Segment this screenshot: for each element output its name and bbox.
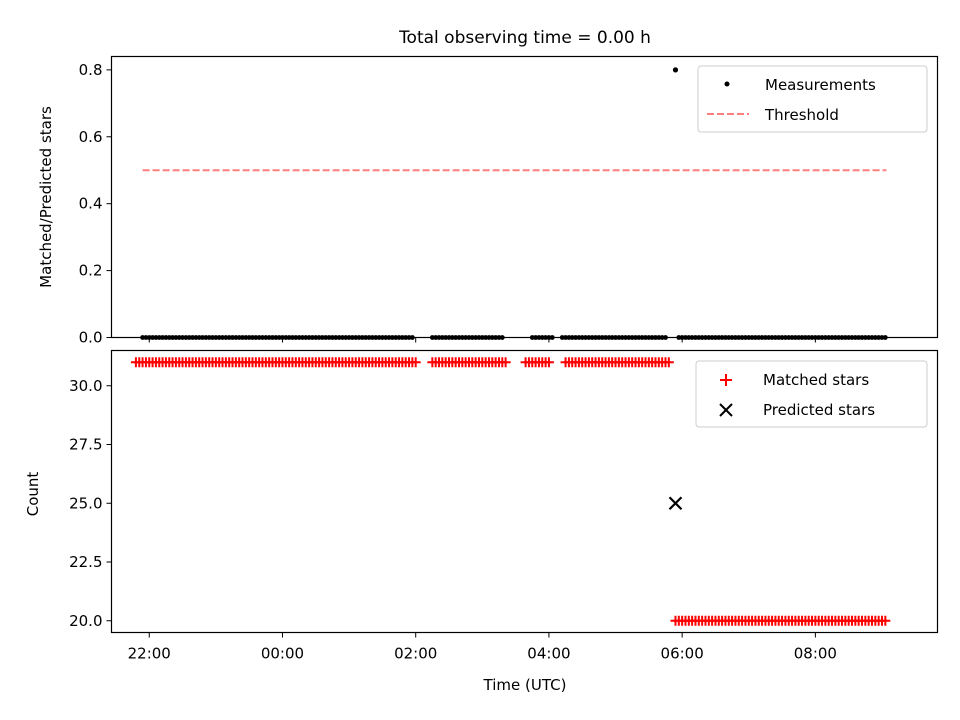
y-tick-label: 20.0 — [69, 612, 102, 630]
y-tick-label: 0.2 — [79, 262, 103, 280]
y-tick-label: 0.8 — [79, 61, 103, 79]
legend-measurements: Measurements — [765, 76, 876, 94]
y-tick-label: 0.0 — [79, 329, 103, 347]
y-tick-label: 30.0 — [69, 377, 102, 395]
predicted-star-marker — [668, 496, 683, 511]
top-axes: 0.00.20.40.60.8 Matched/Predicted stars … — [37, 55, 939, 347]
matched-legend-marker — [720, 374, 732, 386]
legend-predicted-stars: Predicted stars — [763, 401, 875, 419]
x-tick-label: 08:00 — [794, 645, 837, 663]
y-tick-label: 27.5 — [69, 436, 102, 454]
x-tick-label: 00:00 — [261, 645, 304, 663]
x-tick-label: 06:00 — [661, 645, 704, 663]
y-tick-label: 0.6 — [79, 128, 103, 146]
y-tick-label: 22.5 — [69, 553, 102, 571]
bottom-plot-area — [130, 357, 891, 626]
top-axes-frame — [110, 55, 939, 339]
y-tick-label: 25.0 — [69, 494, 102, 512]
matched-star-marker — [410, 357, 421, 368]
predicted-legend-marker — [719, 403, 733, 417]
legend-matched-stars: Matched stars — [763, 371, 869, 389]
x-axis-label: Time (UTC) — [483, 676, 567, 694]
x-tick-label: 02:00 — [394, 645, 437, 663]
legend-threshold: Threshold — [764, 106, 839, 124]
bottom-legend: Matched stars Predicted stars — [695, 360, 928, 428]
bottom-legend-box — [695, 360, 928, 428]
measurements-legend-marker — [724, 81, 730, 87]
top-y-ticks: 0.0 0.2 0.4 0.6 0.8 — [79, 61, 112, 347]
bottom-axes: 20.0 22.5 25.0 27.5 30.0 22:00 00:00 02:00 04:0… — [24, 349, 939, 694]
bottom-y-ticks: 20.0 22.5 25.0 27.5 30.0 — [69, 377, 112, 630]
matched-star-marker — [500, 357, 511, 368]
matched-star-marker — [663, 357, 674, 368]
bottom-axes-frame — [110, 349, 939, 634]
top-x-ticks — [148, 337, 816, 343]
matched-star-marker — [543, 357, 554, 368]
bottom-y-axis-label: Count — [24, 472, 42, 517]
bottom-x-ticks: 22:00 00:00 02:00 04:00 06:00 08:00 — [128, 632, 837, 663]
matched-star-marker — [880, 615, 891, 626]
top-legend: Measurements Threshold — [697, 65, 928, 133]
measurement-point — [672, 67, 679, 73]
x-tick-label: 04:00 — [527, 645, 570, 663]
chart-title: Total observing time = 0.00 h — [398, 28, 651, 48]
x-tick-label: 22:00 — [128, 645, 171, 663]
y-tick-label: 0.4 — [79, 195, 103, 213]
top-y-axis-label: Matched/Predicted stars — [37, 106, 55, 288]
top-legend-box — [697, 65, 928, 133]
